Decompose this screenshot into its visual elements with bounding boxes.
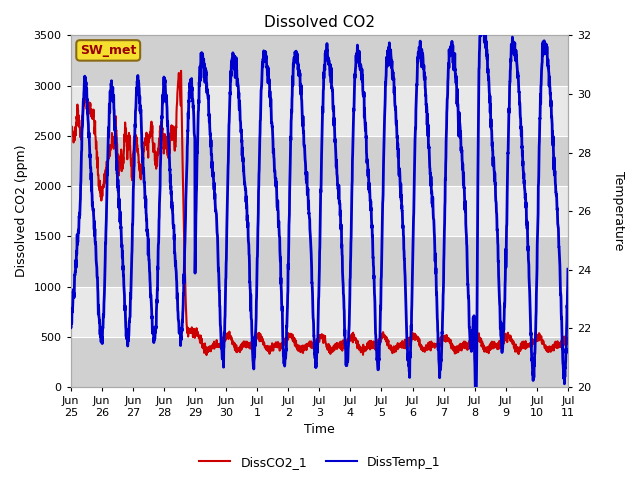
Text: SW_met: SW_met <box>80 44 136 57</box>
Y-axis label: Dissolved CO2 (ppm): Dissolved CO2 (ppm) <box>15 145 28 277</box>
Bar <box>70 186 568 236</box>
Bar <box>70 136 568 186</box>
Bar <box>70 337 568 387</box>
Bar <box>70 287 568 337</box>
Bar <box>70 85 568 136</box>
Bar <box>70 36 568 85</box>
X-axis label: Time: Time <box>304 423 335 436</box>
Y-axis label: Temperature: Temperature <box>612 171 625 251</box>
Bar <box>70 236 568 287</box>
Title: Dissolved CO2: Dissolved CO2 <box>264 15 375 30</box>
Legend: DissCO2_1, DissTemp_1: DissCO2_1, DissTemp_1 <box>194 451 446 474</box>
